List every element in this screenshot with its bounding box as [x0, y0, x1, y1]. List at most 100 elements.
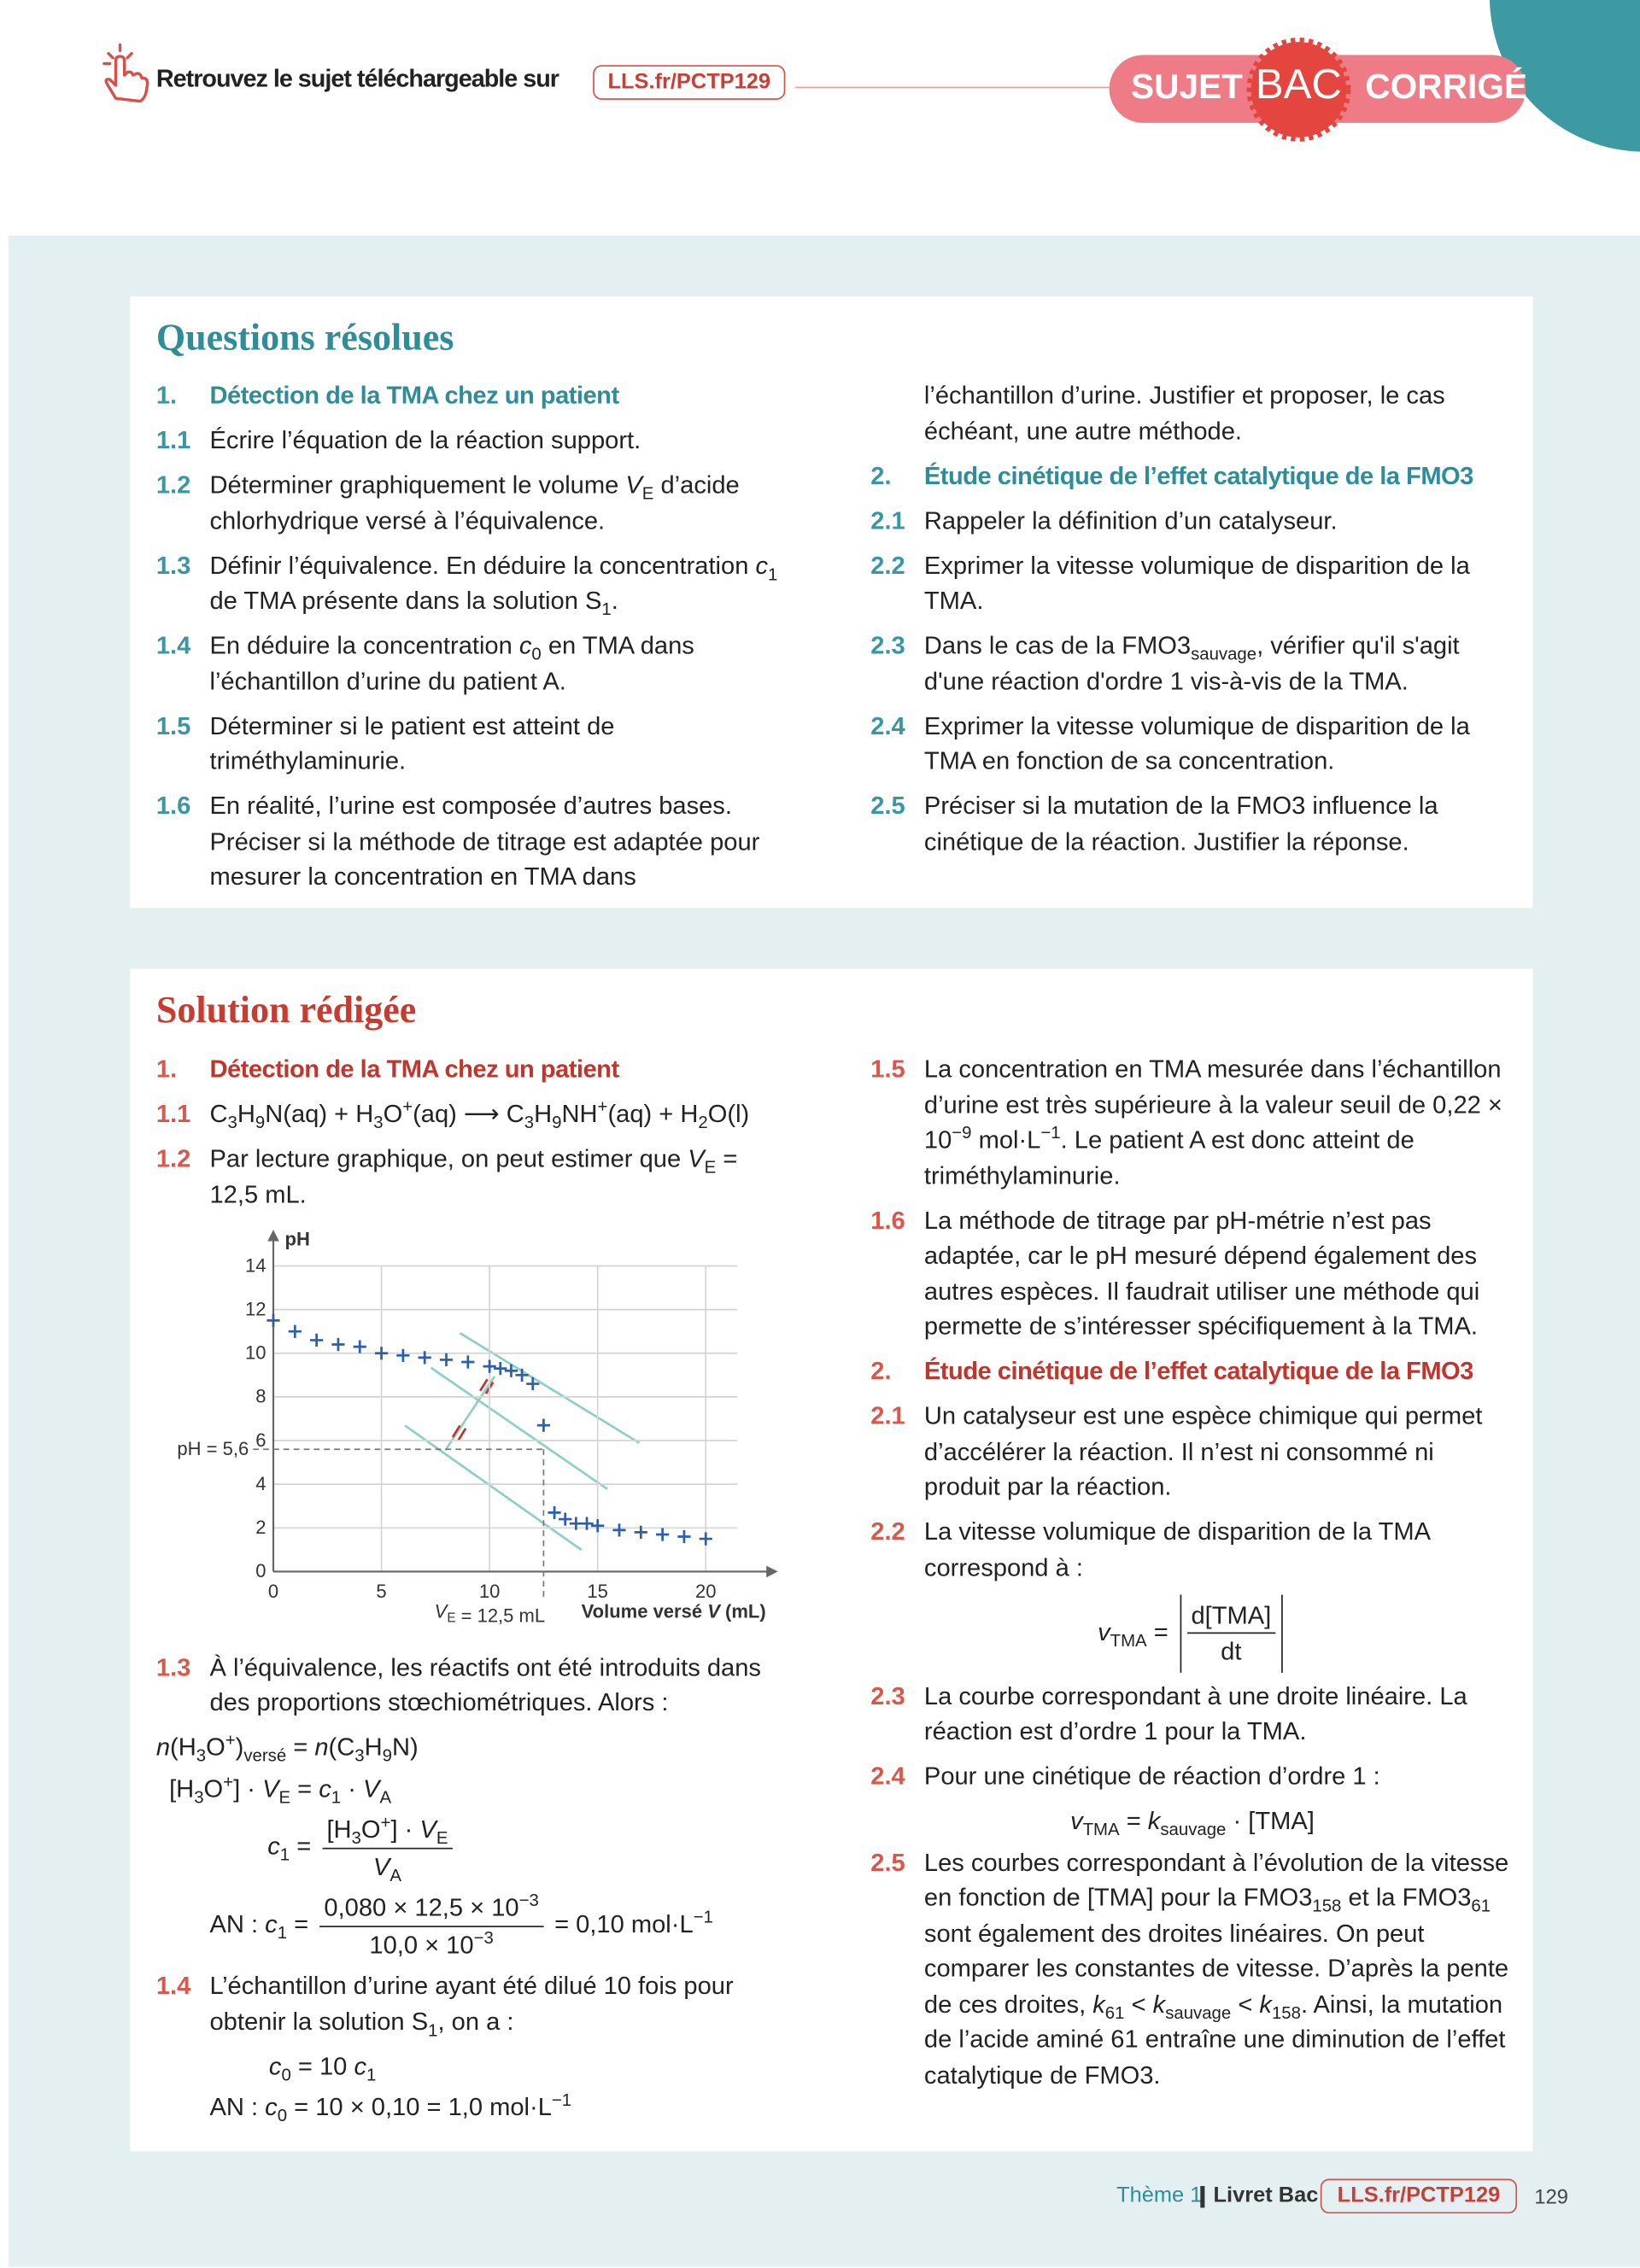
x-tick-label: 20	[695, 1580, 716, 1601]
point	[461, 1354, 475, 1368]
item-number: 1.5	[155, 710, 191, 740]
item: 1.2 Par lecture graphique, on peut estime…	[156, 1141, 793, 1212]
text: n	[155, 1732, 171, 1762]
text: Les courbes correspondant à l’évolution …	[923, 1846, 1509, 1912]
questions-box: Questions résolues 1. Détection de la TMA…	[130, 296, 1533, 909]
item: l’échantillon d’urine. Justifier et prop…	[870, 377, 1514, 448]
item: 2.2 La vitesse volumique de disparition d…	[870, 1514, 1514, 1585]
item-text: Exprimer la vitesse volumique de dispari…	[924, 547, 1514, 618]
text: sauvage	[1191, 643, 1257, 664]
item-text: Les courbes correspondant à l’évolution …	[924, 1844, 1514, 2092]
fraction: d[TMA] dt	[1179, 1593, 1283, 1673]
point	[266, 1312, 280, 1327]
x-tick-label: 5	[376, 1580, 386, 1601]
text: =	[286, 1732, 315, 1762]
header-text: Retrouvez le sujet téléchargeable sur	[155, 65, 559, 93]
link[interactable]: LLS.fr/PCTP129	[1320, 2178, 1518, 2214]
item-number: 1.	[155, 380, 178, 410]
footer-separator	[1200, 2185, 1205, 2208]
annotation-label: VE = 12,5 mL	[435, 1600, 545, 1626]
text: O(l)	[707, 1098, 750, 1128]
item-text: Rappeler la définition d’un catalyseur.	[924, 502, 1514, 537]
point	[634, 1524, 647, 1539]
text: c	[267, 1831, 280, 1861]
item-number: 2.3	[870, 1681, 905, 1710]
text: 3	[351, 1827, 361, 1849]
text: V	[625, 470, 642, 500]
text: −1	[1040, 1122, 1061, 1143]
link[interactable]: LLS.fr/PCTP129	[593, 65, 786, 100]
text: 3	[524, 1112, 535, 1133]
text: 1	[428, 2019, 438, 2040]
text: . Ainsi, la mutation de l’acide aminé 61…	[923, 1988, 1506, 2089]
text: c	[319, 1773, 331, 1803]
text: = 10 × 0,10 = 1,0 mol·L	[287, 2091, 552, 2121]
equation: c0 = 10 c1	[269, 2048, 793, 2084]
text: TMA	[1082, 1819, 1120, 1839]
text: d[TMA]	[1191, 1599, 1272, 1629]
text: +	[225, 1729, 236, 1751]
item: 1.6 En réalité, l’urine est composée d’au…	[156, 788, 793, 894]
text: H	[237, 1098, 255, 1128]
text: E	[447, 1610, 455, 1625]
text: ] ·	[390, 1814, 420, 1844]
fraction: 0,080 × 12,5 × 10−3 10,0 × 10−3	[319, 1890, 543, 1962]
text: d’acide chlorhydrique versé à l’équivale…	[209, 470, 740, 535]
text: +	[597, 1096, 608, 1117]
item: 1. Détection de la TMA chez un patient	[156, 377, 793, 412]
text: E	[278, 1786, 291, 1807]
text: sauvage	[1165, 2002, 1232, 2023]
text: Étude cinétique de l’effet catalytique d…	[923, 460, 1473, 490]
y-tick-label: 8	[255, 1385, 266, 1406]
item: 1.4 L’échantillon d’urine ayant été dilué…	[156, 1967, 793, 2038]
text: Déterminer graphiquement le volume	[209, 470, 626, 500]
text: La vitesse volumique de disparition de l…	[923, 1517, 1430, 1581]
item-text: La courbe correspondant à une droite lin…	[924, 1678, 1514, 1749]
text: (C	[328, 1732, 355, 1762]
text: −3	[518, 1890, 539, 1911]
text: k	[1147, 1805, 1161, 1835]
text: ] ·	[233, 1773, 263, 1803]
item-number: 1.5	[870, 1054, 905, 1084]
point	[580, 1516, 594, 1529]
point	[504, 1363, 518, 1377]
equation: vTMA = d[TMA] dt	[870, 1593, 1514, 1673]
text: ·	[341, 1773, 364, 1803]
text: c	[755, 550, 769, 580]
text: Préciser si la mutation de la FMO3 influ…	[923, 791, 1438, 856]
text: 3	[227, 1112, 237, 1133]
text: E	[704, 1156, 717, 1178]
text: 9	[382, 1745, 392, 1766]
item-number: 2.4	[870, 1761, 905, 1791]
y-tick-label: 14	[245, 1254, 266, 1275]
item-number: 2.5	[870, 1846, 905, 1876]
item-number: 2.2	[870, 1517, 905, 1546]
column: 1. Détection de la TMA chez un patient 1. 1…	[156, 377, 793, 903]
text: −1	[551, 2090, 572, 2110]
item-text: À l’équivalence, les réactifs ont été in…	[210, 1649, 793, 1720]
item-text: Pour une cinétique de réaction d’ordre 1…	[924, 1758, 1514, 1793]
item: 1.1 C3H9N(aq) + H3O+(aq) ⟶ C3H9NH+(aq) + …	[156, 1096, 793, 1131]
denominator: dt	[1186, 1634, 1275, 1669]
text: 1	[768, 563, 778, 584]
point	[310, 1332, 324, 1347]
text: O	[383, 1098, 403, 1128]
item: 1.5 Déterminer si le patient est atteint …	[156, 708, 793, 779]
text: O	[206, 1732, 226, 1762]
text: V	[707, 1600, 722, 1622]
item-text: L’échantillon d’urine ayant été dilué 10…	[210, 1967, 793, 2038]
text: Exprimer la vitesse volumique de dispari…	[923, 710, 1470, 775]
x-tick-label: 0	[268, 1580, 278, 1601]
item-number: 2.5	[870, 791, 905, 820]
item-number: 1.	[155, 1054, 178, 1084]
text: et la FMO3	[1341, 1882, 1472, 1912]
text: , on a :	[437, 2006, 514, 2036]
text: AN :	[209, 1909, 266, 1938]
point	[331, 1337, 345, 1351]
text: Étude cinétique de l’effet catalytique d…	[923, 1356, 1473, 1386]
text: 0	[281, 2064, 291, 2084]
annotation-label: pH = 5,6	[177, 1437, 249, 1458]
text: 3	[194, 1786, 204, 1807]
item-number: 2.3	[870, 630, 905, 660]
item-text: Détection de la TMA chez un patient	[210, 377, 793, 412]
